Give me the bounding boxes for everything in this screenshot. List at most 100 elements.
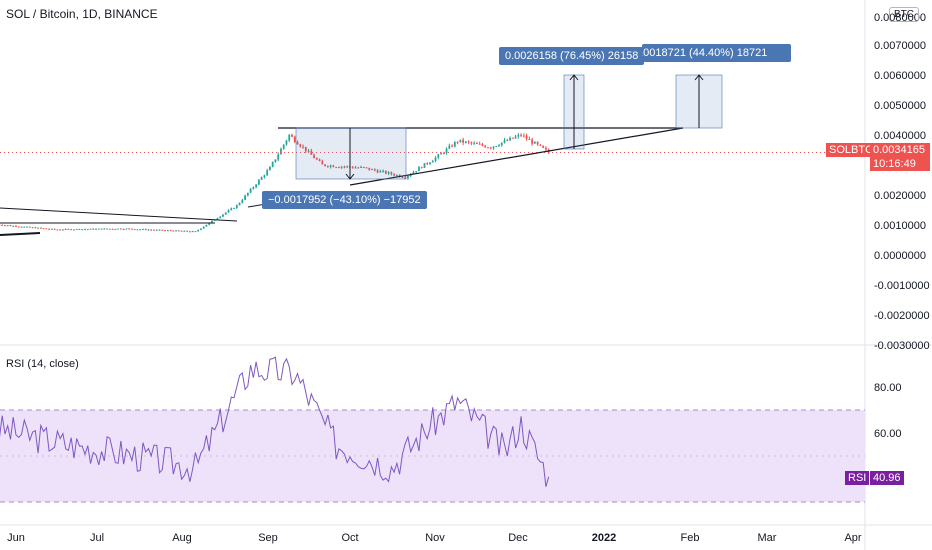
price-tick-label: -0.0030000 xyxy=(874,340,930,352)
rsi-tag-value: 40.96 xyxy=(870,471,904,485)
candle-body xyxy=(75,228,78,230)
price-tick-label: -0.0020000 xyxy=(874,310,930,322)
candle-body xyxy=(393,174,396,176)
candle-body xyxy=(473,143,476,145)
candle-body xyxy=(329,165,332,167)
time-label: Aug xyxy=(172,532,192,544)
candle-body xyxy=(172,230,175,232)
candle-body xyxy=(379,171,382,173)
candle-body xyxy=(340,166,343,168)
candle-body xyxy=(453,141,456,147)
measure-arrowhead-2 xyxy=(569,74,579,81)
candle-body xyxy=(78,228,81,230)
candle-body xyxy=(48,228,51,230)
candle-body xyxy=(520,134,522,136)
candle-body xyxy=(382,170,384,172)
candle-body xyxy=(517,134,520,137)
candle-body xyxy=(462,139,465,143)
time-label: Nov xyxy=(425,532,445,544)
candle-body xyxy=(103,228,106,230)
candle-body xyxy=(368,167,371,170)
candle-body xyxy=(131,228,133,230)
candle-body xyxy=(302,146,304,148)
candle-body xyxy=(531,139,534,144)
measure-label-1[interactable]: −0.0017952 (−43.10%) −17952 xyxy=(262,191,427,209)
candle-body xyxy=(451,145,453,147)
price-tick-label: -0.0010000 xyxy=(874,280,930,292)
candle-body xyxy=(142,229,144,231)
candle-body xyxy=(285,140,288,145)
candle-body xyxy=(100,228,103,230)
candle-body xyxy=(144,229,147,231)
triangle-bottom xyxy=(349,127,684,186)
candle-body xyxy=(158,229,161,231)
candle-body xyxy=(282,144,285,149)
candle-body xyxy=(354,167,357,169)
countdown-tag: 10:16:49 xyxy=(870,157,930,171)
candle-body xyxy=(180,230,183,232)
candle-body xyxy=(500,142,503,146)
candle-body xyxy=(56,229,59,231)
candle-body xyxy=(241,199,244,203)
candle-body xyxy=(219,216,222,219)
candle-body xyxy=(448,145,451,149)
trendline-early-upper xyxy=(0,207,238,222)
candle-body xyxy=(533,141,536,144)
candle-body xyxy=(456,141,459,143)
candle-body xyxy=(70,229,73,231)
measure-label-2[interactable]: 0.0026158 (76.45%) 26158 xyxy=(499,47,645,65)
candle-body xyxy=(216,218,219,220)
candle-body xyxy=(431,160,434,163)
candle-body xyxy=(437,154,440,158)
candle-body xyxy=(117,228,120,230)
candle-body xyxy=(20,226,23,228)
candle-body xyxy=(1,224,4,226)
candle-body xyxy=(64,228,67,230)
candle-body xyxy=(293,136,296,143)
measure-arrowhead-1 xyxy=(345,173,355,180)
candle-body xyxy=(470,142,473,144)
candle-body xyxy=(346,166,349,168)
candle-body xyxy=(442,153,445,155)
candle-body xyxy=(208,222,211,225)
candle-body xyxy=(498,145,500,147)
candle-body xyxy=(224,212,227,215)
candle-body xyxy=(183,230,186,232)
candle-body xyxy=(269,166,271,171)
candle-body xyxy=(200,228,202,230)
candle-body xyxy=(412,172,415,175)
candle-body xyxy=(222,214,224,217)
candle-body xyxy=(89,228,92,230)
rsi-line xyxy=(0,356,550,487)
candle-body xyxy=(266,170,269,176)
price-tick-label: 0.0050000 xyxy=(874,100,926,112)
candle-body xyxy=(106,228,108,230)
candle-body xyxy=(434,157,437,161)
candle-body xyxy=(188,231,191,233)
currency-badge[interactable]: BTC xyxy=(889,7,919,22)
candle-body xyxy=(307,150,310,152)
trendline-early-bold xyxy=(0,232,41,236)
candle-body xyxy=(211,220,213,223)
candle-body xyxy=(335,167,338,169)
candle-body xyxy=(362,166,365,168)
candle-body xyxy=(45,228,48,230)
time-label: 2022 xyxy=(592,532,616,544)
candle-body xyxy=(235,205,238,208)
candle-body xyxy=(233,207,235,209)
price-tick-label: 0.0060000 xyxy=(874,70,926,82)
candle-body xyxy=(128,228,131,230)
measure-box-1 xyxy=(295,127,407,180)
candle-body xyxy=(73,229,75,231)
candle-body xyxy=(310,150,313,155)
candle-body xyxy=(257,179,260,185)
candle-body xyxy=(371,169,373,171)
candle-body xyxy=(122,228,125,230)
candle-body xyxy=(230,208,233,211)
measure-label-3[interactable]: 0.0018721 (44.40%) 18721 xyxy=(642,44,791,62)
candle-body xyxy=(133,229,136,231)
candle-body xyxy=(12,225,15,227)
price-tag: 0.0034165 xyxy=(870,143,930,157)
candle-body xyxy=(420,167,423,169)
